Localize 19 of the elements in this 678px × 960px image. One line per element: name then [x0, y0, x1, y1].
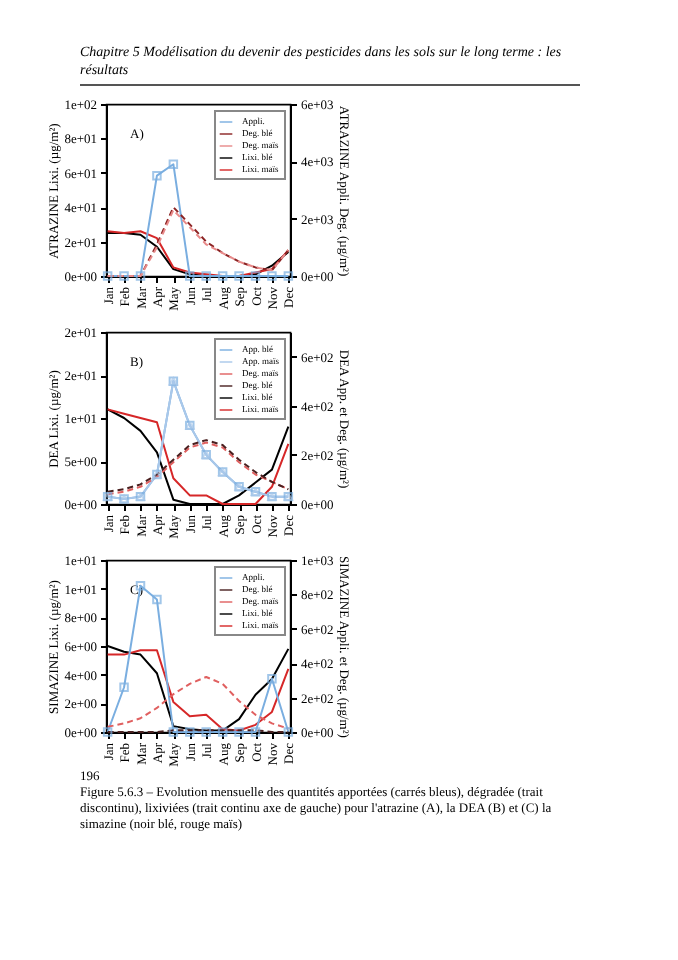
point — [267, 673, 277, 684]
point — [168, 159, 179, 169]
point — [217, 727, 228, 737]
point — [185, 727, 195, 737]
point — [234, 727, 244, 737]
point — [152, 594, 162, 605]
point — [201, 727, 211, 737]
point — [267, 271, 277, 281]
point — [119, 682, 129, 693]
point — [168, 727, 179, 737]
point — [217, 271, 228, 281]
point — [234, 271, 244, 281]
point — [250, 727, 261, 737]
point — [250, 271, 261, 281]
point — [135, 271, 146, 281]
point — [152, 170, 162, 181]
point — [119, 271, 129, 281]
point — [185, 271, 195, 281]
point — [201, 271, 211, 281]
